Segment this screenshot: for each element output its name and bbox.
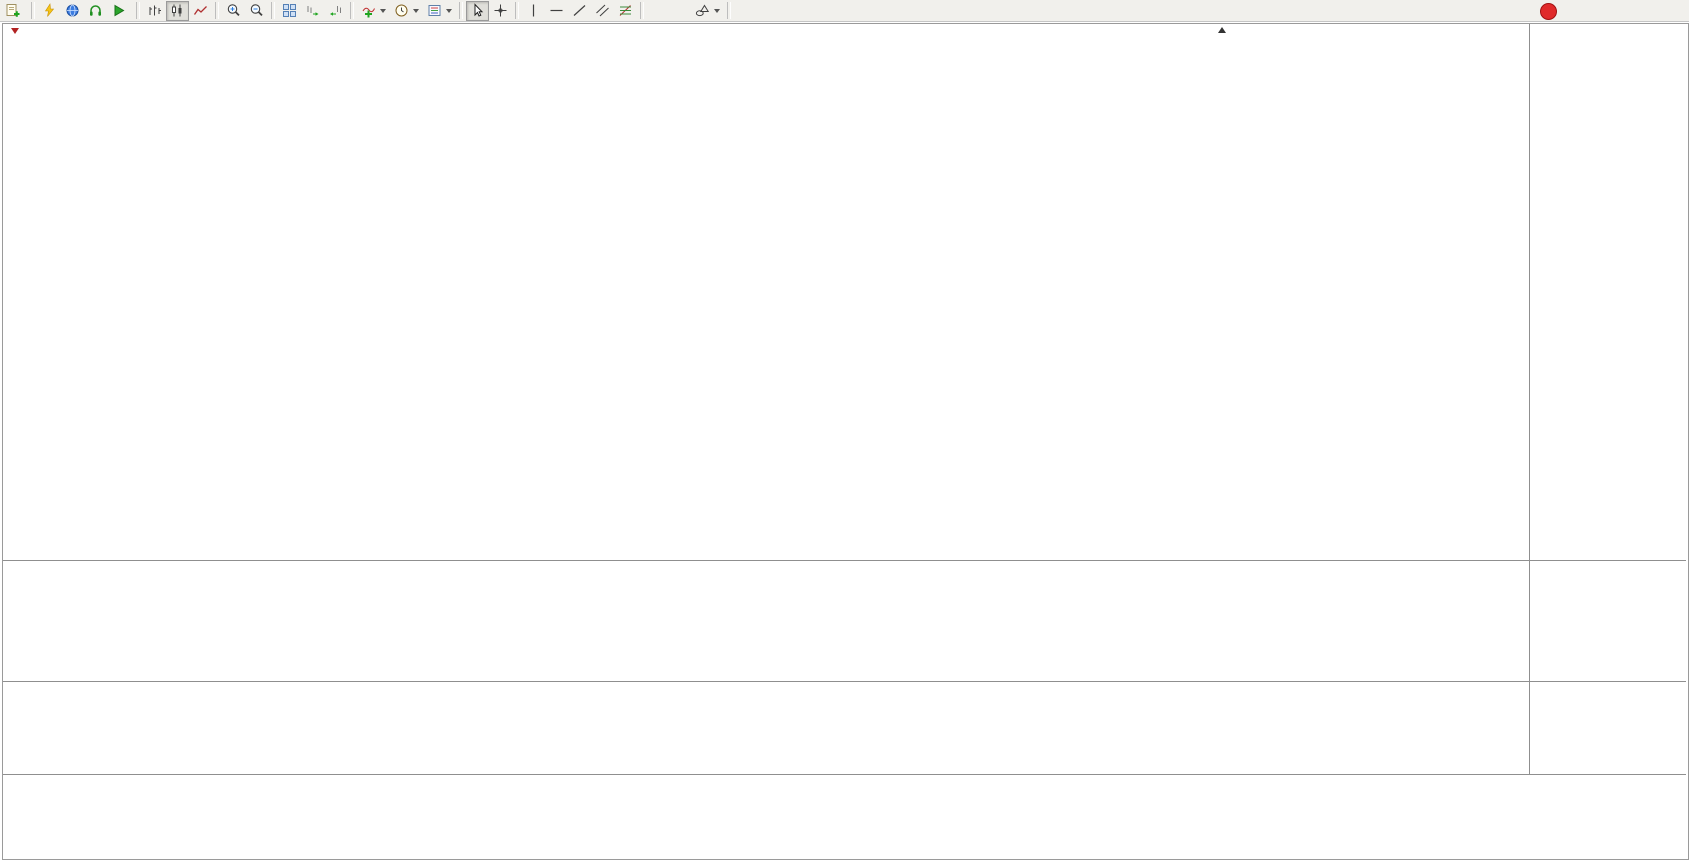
lightning-icon — [44, 3, 55, 17]
new-order-icon — [6, 4, 20, 17]
zoom-in-icon — [227, 4, 240, 17]
toolbar-separator — [350, 2, 354, 19]
shapes-icon — [695, 4, 710, 17]
chart-shift-marker[interactable] — [1218, 27, 1226, 33]
chart-shift-button[interactable] — [324, 1, 347, 21]
cursor-button[interactable] — [466, 0, 489, 21]
indicators-button[interactable] — [357, 1, 390, 21]
panel-resize-handle[interactable] — [3, 681, 1686, 682]
toolbar-separator — [459, 2, 463, 19]
notification-badge[interactable] — [1540, 3, 1557, 20]
macd-panel-canvas[interactable] — [3, 561, 1529, 680]
chart-header — [11, 28, 49, 34]
toolbar-separator — [640, 2, 644, 19]
new-order-button[interactable] — [2, 1, 28, 21]
main-toolbar — [0, 0, 1689, 22]
text-button[interactable] — [647, 1, 669, 21]
auto-trading-button[interactable] — [107, 1, 133, 21]
globe-icon — [66, 4, 79, 17]
fibonacci-icon — [619, 5, 631, 16]
dropdown-arrow-icon — [446, 8, 452, 13]
price-chart-canvas[interactable] — [3, 24, 1529, 560]
dropdown-arrow-icon — [380, 8, 386, 13]
crosshair-button[interactable] — [489, 1, 512, 21]
headset-icon — [90, 5, 101, 16]
shapes-button[interactable] — [691, 1, 724, 21]
tile-windows-icon — [283, 4, 296, 17]
zoom-out-icon — [250, 4, 263, 17]
toolbar-separator — [136, 2, 140, 19]
bar-chart-icon — [149, 5, 161, 16]
trendline-button[interactable] — [568, 1, 591, 21]
candlestick-chart-button[interactable] — [166, 0, 189, 21]
template-icon — [428, 5, 441, 16]
time-scale[interactable] — [3, 775, 1686, 793]
dropdown-arrow-icon — [413, 8, 419, 13]
line-chart-icon — [193, 6, 207, 15]
panel-resize-handle[interactable] — [3, 560, 1686, 561]
periods-button[interactable] — [390, 1, 423, 21]
zoom-out-button[interactable] — [245, 1, 268, 21]
toolbar-separator — [727, 2, 731, 19]
market-watch-button[interactable] — [61, 1, 84, 21]
cursor-icon — [474, 3, 484, 17]
channel-button[interactable] — [591, 1, 614, 21]
toolbar-separator — [215, 2, 219, 19]
templates-button[interactable] — [423, 1, 456, 21]
tile-windows-button[interactable] — [278, 1, 301, 21]
time-axis-border — [3, 774, 1686, 775]
dropdown-arrow-icon — [714, 8, 720, 13]
chart-window — [2, 23, 1689, 860]
auto-scroll-button[interactable] — [301, 1, 324, 21]
auto-scroll-icon — [307, 6, 319, 16]
trendline-icon — [573, 5, 586, 16]
toolbar-separator — [515, 2, 519, 19]
crosshair-icon — [494, 4, 507, 17]
price-scale[interactable] — [1530, 24, 1686, 774]
label-button[interactable] — [669, 1, 691, 21]
one-click-trading-toggle-icon[interactable] — [11, 28, 19, 34]
horizontal-line-button[interactable] — [545, 1, 568, 21]
channel-icon — [596, 4, 609, 17]
play-icon — [114, 4, 125, 17]
metaeditor-button[interactable] — [38, 1, 61, 21]
clock-icon — [395, 4, 408, 17]
price-scale-border — [1529, 24, 1530, 774]
vertical-line-button[interactable] — [522, 1, 545, 21]
vertical-line-icon — [532, 4, 535, 17]
zoom-in-button[interactable] — [222, 1, 245, 21]
bar-chart-button[interactable] — [143, 1, 166, 21]
candlestick-icon — [172, 4, 182, 17]
chart-shift-icon — [330, 6, 341, 16]
line-chart-button[interactable] — [189, 1, 212, 21]
indicators-icon — [362, 7, 375, 18]
terminal-button[interactable] — [84, 1, 107, 21]
fibonacci-button[interactable] — [614, 1, 637, 21]
rsi-panel-canvas[interactable] — [3, 682, 1529, 774]
horizontal-line-icon — [550, 9, 563, 12]
toolbar-separator — [31, 2, 35, 19]
toolbar-separator — [271, 2, 275, 19]
